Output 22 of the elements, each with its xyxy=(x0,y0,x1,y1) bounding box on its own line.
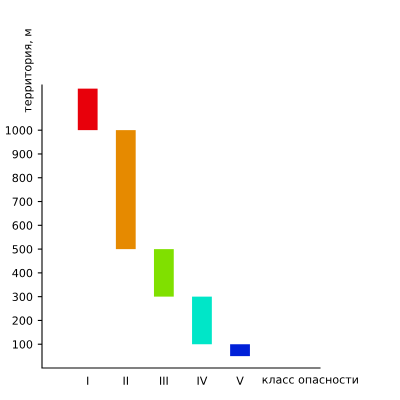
y-tick-label: 600 xyxy=(12,221,32,230)
y-tick-label: 500 xyxy=(12,245,32,254)
y-tick-label: 200 xyxy=(12,316,32,325)
y-axis-title: территория, м xyxy=(25,29,34,112)
bar xyxy=(192,296,212,344)
y-tick-label: 300 xyxy=(12,292,32,302)
y-tick-label: 700 xyxy=(12,198,32,206)
x-tick-label: IV xyxy=(198,376,208,385)
bar xyxy=(116,130,136,250)
x-tick-label: I xyxy=(87,376,88,385)
x-axis-title: класс опасности xyxy=(262,377,358,384)
y-tick-label: 100 xyxy=(12,340,32,349)
x-tick-label: II xyxy=(124,376,128,385)
bar xyxy=(78,88,98,130)
bar xyxy=(154,249,174,297)
y-tick-label: 800 xyxy=(12,174,32,182)
x-tick-label: III xyxy=(160,376,168,385)
y-tick-label: 400 xyxy=(12,268,32,278)
y-tick-label: 900 xyxy=(12,150,32,158)
bar xyxy=(230,344,250,356)
y-tick-label: 1000 xyxy=(6,126,32,135)
x-tick-label: V xyxy=(236,376,244,385)
